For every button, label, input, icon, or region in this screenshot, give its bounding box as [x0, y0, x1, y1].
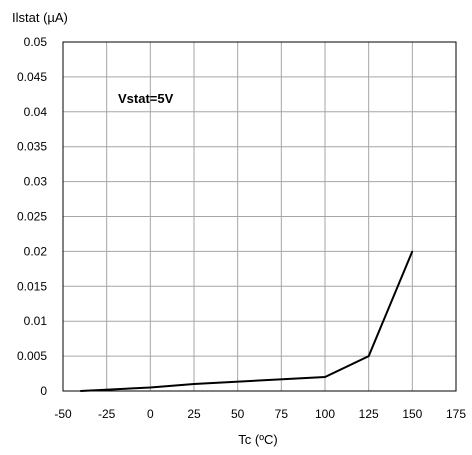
series-line — [80, 251, 414, 392]
x-tick-label: 100 — [315, 407, 335, 421]
x-tick-label: 125 — [359, 407, 379, 421]
y-tick-label: 0.04 — [24, 105, 48, 119]
y-tick-label: 0.035 — [17, 140, 47, 154]
data-point — [79, 390, 82, 392]
x-tick-label: 75 — [275, 407, 289, 421]
y-tick-label: 0 — [40, 384, 47, 398]
x-axis-label: Tc (ºC) — [238, 432, 277, 447]
y-tick-label: 0.05 — [24, 35, 48, 49]
y-tick-label: 0.025 — [17, 210, 47, 224]
x-tick-label: -25 — [98, 407, 116, 421]
x-tick-label: 0 — [147, 407, 154, 421]
y-tick-label: 0.015 — [17, 279, 47, 293]
data-point — [149, 386, 152, 389]
x-tick-labels: -50 -25 0 25 50 75 100 125 150 175 — [54, 407, 466, 421]
y-tick-labels: 0 0.005 0.01 0.015 0.02 0.025 0.03 0.035 0.04 0.0… — [17, 35, 47, 398]
plot-frame — [62, 41, 457, 392]
y-tick-label: 0.02 — [24, 244, 48, 258]
y-tick-label: 0.01 — [24, 314, 48, 328]
y-axis-label: Ilstat (µA) — [12, 10, 68, 25]
x-tick-label: 175 — [446, 407, 466, 421]
data-points — [79, 250, 414, 392]
y-tick-label: 0.005 — [17, 349, 47, 363]
data-point — [324, 376, 326, 378]
condition-annotation: Vstat=5V — [118, 91, 174, 106]
data-point — [367, 355, 370, 357]
x-tick-label: 25 — [187, 407, 201, 421]
data-point — [193, 383, 195, 385]
y-tick-label: 0.03 — [24, 175, 48, 189]
y-tick-label: 0.045 — [17, 70, 47, 84]
x-tick-label: 150 — [402, 407, 422, 421]
x-tick-label: 50 — [231, 407, 245, 421]
x-tick-label: -50 — [54, 407, 72, 421]
data-point — [411, 250, 414, 253]
